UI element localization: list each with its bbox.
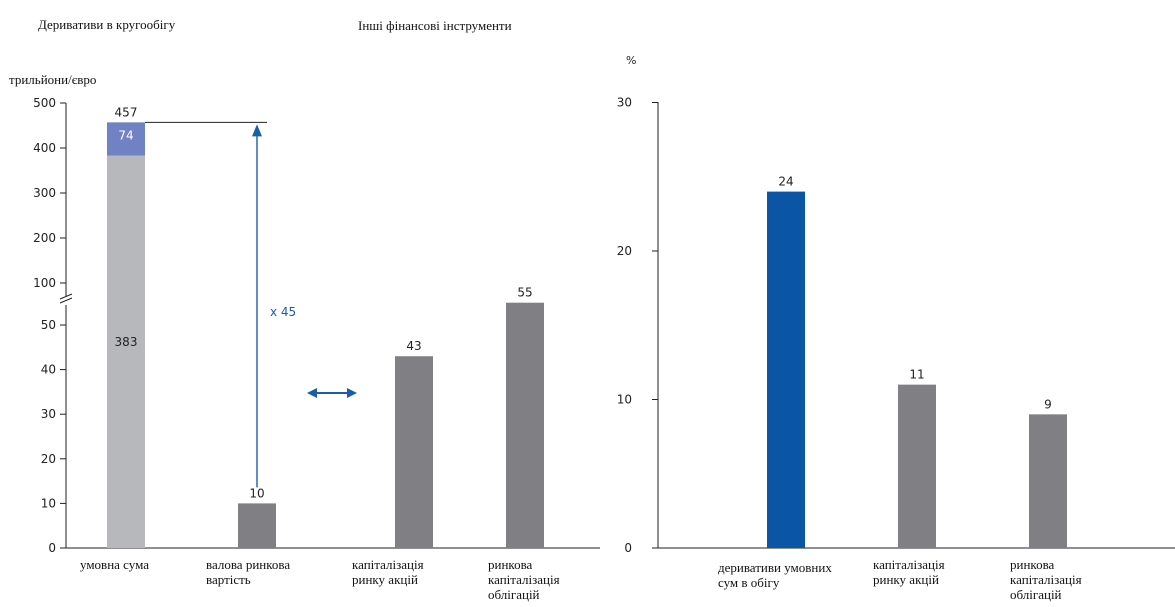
- data-label-383: 383: [115, 335, 138, 349]
- bar-2: [395, 356, 433, 548]
- double-arrow-icon: [307, 388, 357, 398]
- multiplier-label: x 45: [270, 305, 296, 319]
- left-y-tick-label: 0: [48, 541, 56, 555]
- right-category-label: облігацій: [1010, 587, 1062, 602]
- left-category-label: капіталізація: [352, 557, 424, 572]
- right-y-tick-label: 10: [617, 393, 632, 407]
- right-bar-2: [1029, 414, 1067, 548]
- right-y-axis-label: %: [626, 54, 636, 67]
- right-bar-0: [767, 191, 805, 548]
- data-label: 10: [249, 486, 264, 500]
- right-category-label: капіталізація: [873, 557, 945, 572]
- left-y-tick-label: 400: [33, 141, 56, 155]
- right-category-label: сум в обігу: [718, 575, 780, 590]
- data-label: 9: [1044, 397, 1052, 411]
- left-category-label: облігацій: [488, 587, 540, 602]
- heading-derivatives: Деривативи в кругообігу: [38, 17, 176, 32]
- arrow-up-icon: [252, 124, 262, 137]
- right-category-label: деривативи умовних: [718, 560, 832, 575]
- right-y-tick-label: 20: [617, 244, 632, 258]
- left-category-label: ринкова: [488, 557, 533, 572]
- bar-notional-base: [107, 155, 145, 548]
- right-category-label: ринкова: [1010, 557, 1055, 572]
- left-category-label: капіталізація: [488, 572, 560, 587]
- heading-other-instruments: Інші фінансові інструменти: [358, 18, 512, 33]
- left-y-tick-label: 20: [41, 452, 56, 466]
- left-y-tick-label: 40: [41, 363, 56, 377]
- right-bar-1: [898, 384, 936, 548]
- left-y-tick-label: 50: [41, 318, 56, 332]
- left-category-label: вартість: [206, 572, 251, 587]
- left-y-tick-label: 200: [33, 231, 56, 245]
- data-label-457: 457: [115, 105, 138, 119]
- right-y-tick-label: 30: [617, 96, 632, 110]
- left-y-tick-label: 100: [33, 276, 56, 290]
- data-label: 55: [517, 286, 532, 300]
- left-category-label: валова ринкова: [206, 557, 290, 572]
- right-y-tick-label: 0: [624, 541, 632, 555]
- bar-notional-top: [107, 122, 145, 156]
- data-label: 11: [909, 368, 924, 382]
- axis-break-mark: [59, 293, 73, 304]
- left-y-tick-label: 10: [41, 496, 56, 510]
- left-chart: 0 10 20 30 40 50 100 200 300 400 500 383 74 457 10 43 55…: [33, 96, 600, 602]
- left-y-tick-label: 30: [41, 407, 56, 421]
- right-category-label: ринку акцій: [873, 572, 939, 587]
- left-y-tick-label: 300: [33, 186, 56, 200]
- left-category-label: ринку акцій: [352, 572, 418, 587]
- left-y-tick-label: 500: [33, 96, 56, 110]
- bar-3: [506, 302, 544, 548]
- left-y-axis-label: трильйони/євро: [9, 72, 96, 87]
- left-category-label: умовна сума: [80, 557, 149, 572]
- data-label-74: 74: [118, 128, 133, 142]
- data-label: 24: [778, 175, 793, 189]
- data-label: 43: [406, 339, 421, 353]
- right-category-label: капіталізація: [1010, 572, 1082, 587]
- bar-1: [238, 503, 276, 548]
